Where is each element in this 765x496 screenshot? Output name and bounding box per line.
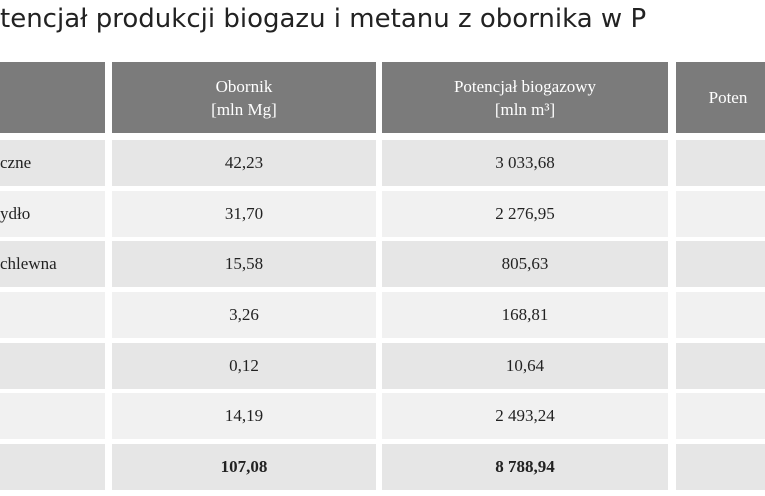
- row-label: [0, 292, 105, 338]
- row-label: chlewna: [0, 241, 105, 287]
- data-cell: 10,64: [382, 343, 668, 389]
- header-cell: Obornik [mln Mg]: [112, 62, 376, 133]
- data-cell: 31,70: [112, 191, 376, 237]
- row-label: ydło: [0, 191, 105, 237]
- data-cell: [676, 191, 765, 237]
- data-cell: 2 493,24: [382, 393, 668, 439]
- header-text: Obornik: [215, 76, 273, 96]
- data-cell: [676, 292, 765, 338]
- data-cell: [676, 444, 765, 490]
- data-cell: 42,23: [112, 140, 376, 186]
- data-cell: 0,12: [112, 343, 376, 389]
- data-cell: 168,81: [382, 292, 668, 338]
- header-text: [mln Mg]: [211, 99, 277, 119]
- data-cell: [676, 393, 765, 439]
- data-cell: 14,19: [112, 393, 376, 439]
- data-cell: 15,58: [112, 241, 376, 287]
- header-text: Potencjał biogazowy: [453, 76, 597, 96]
- row-label: [0, 393, 105, 439]
- data-cell: 805,63: [382, 241, 668, 287]
- data-cell: 3,26: [112, 292, 376, 338]
- row-label: [0, 343, 105, 389]
- data-cell: 3 033,68: [382, 140, 668, 186]
- data-cell: 8 788,94: [382, 444, 668, 490]
- header-text: Poten: [708, 88, 748, 107]
- header-cell: Potencjał biogazowy [mln m³]: [382, 62, 668, 133]
- title: tencjał produkcji biogazu i metanu z obo…: [0, 4, 647, 34]
- data-cell: [676, 241, 765, 287]
- header-cell: Poten: [676, 62, 765, 133]
- row-label: [0, 444, 105, 490]
- row-label: czne: [0, 140, 105, 186]
- data-cell: [676, 140, 765, 186]
- data-cell: 2 276,95: [382, 191, 668, 237]
- data-cell: [676, 343, 765, 389]
- header-text: [mln m³]: [494, 99, 556, 119]
- data-cell: 107,08: [112, 444, 376, 490]
- header-cell: [0, 62, 105, 133]
